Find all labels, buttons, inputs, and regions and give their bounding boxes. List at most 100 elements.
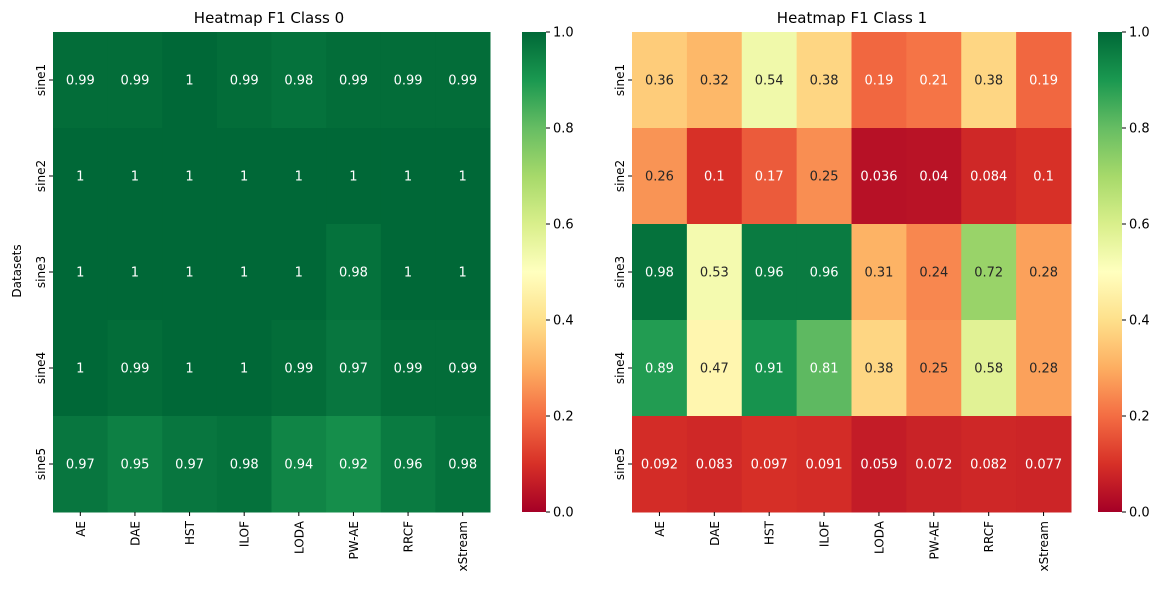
x-tick-label: xStream bbox=[1037, 521, 1051, 572]
y-tick-label: sine5 bbox=[613, 448, 627, 480]
cell-value-label: 0.28 bbox=[1029, 266, 1058, 281]
colorbar: 0.0 0.2 0.4 0.6 0.8 1.0 bbox=[522, 26, 574, 521]
y-tick-label: sine1 bbox=[613, 64, 627, 96]
x-tick-label: PW-AE bbox=[347, 521, 361, 559]
heatmap-cell bbox=[851, 128, 907, 225]
heatmap-cell bbox=[741, 32, 798, 129]
heatmap-cell bbox=[53, 32, 109, 129]
x-tick-label: LODA bbox=[872, 520, 886, 554]
heatmap-cell bbox=[435, 128, 491, 225]
cell-value-label: 0.25 bbox=[810, 170, 839, 185]
heatmap-cell bbox=[326, 128, 382, 225]
x-tick-label: DAE bbox=[708, 521, 722, 546]
x-tick-label: RRCF bbox=[982, 521, 996, 552]
cell-value-label: 0.26 bbox=[645, 170, 674, 185]
heatmap-cell bbox=[961, 320, 1017, 417]
cell-value-label: 1 bbox=[459, 266, 467, 281]
cell-value-label: 0.99 bbox=[120, 74, 149, 89]
heatmap-cell bbox=[53, 224, 109, 321]
heatmap-cell bbox=[435, 32, 491, 129]
heatmap-cell bbox=[53, 416, 109, 513]
x-tick-label: LODA bbox=[292, 520, 306, 554]
x-tick-label: ILOF bbox=[238, 521, 252, 547]
heatmap-cell bbox=[271, 32, 327, 129]
heatmap-cell bbox=[906, 224, 962, 321]
heatmap-cell bbox=[961, 416, 1017, 513]
cell-value-label: 0.084 bbox=[970, 170, 1007, 185]
heatmap-cell bbox=[632, 320, 688, 417]
cell-value-label: 0.99 bbox=[448, 362, 477, 377]
cell-value-label: 0.99 bbox=[339, 74, 368, 89]
heatmap-cell bbox=[216, 32, 272, 129]
heatmap-panel-class-0: Heatmap F1 Class 0 0.99 0.99 1 0.99 0.98 0.99… bbox=[10, 9, 574, 572]
cell-value-label: 0.99 bbox=[448, 74, 477, 89]
cell-value-label: 0.036 bbox=[860, 170, 897, 185]
heatmap-cell bbox=[162, 224, 218, 321]
cell-value-label: 0.96 bbox=[810, 266, 839, 281]
heatmap-cell bbox=[1016, 320, 1072, 417]
colorbar-tick-label: 0.4 bbox=[1129, 314, 1150, 329]
heatmap-cell bbox=[686, 128, 743, 225]
heatmap-cell bbox=[216, 128, 272, 225]
x-tick-label: RRCF bbox=[402, 521, 416, 552]
heatmap-cell bbox=[686, 320, 743, 417]
cell-value-label: 0.072 bbox=[915, 458, 952, 473]
heatmap-cell bbox=[632, 416, 688, 513]
heatmap-cell bbox=[632, 224, 688, 321]
cell-value-label: 1 bbox=[349, 170, 357, 185]
cell-value-label: 1 bbox=[240, 266, 248, 281]
cell-value-label: 1 bbox=[131, 170, 139, 185]
heatmap-cell bbox=[1016, 224, 1072, 321]
x-tick-label: AE bbox=[653, 521, 667, 537]
cell-value-label: 0.1 bbox=[1033, 170, 1054, 185]
cell-value-label: 0.21 bbox=[919, 74, 948, 89]
chart-title: Heatmap F1 Class 0 bbox=[194, 9, 344, 27]
heatmap-cell bbox=[796, 224, 852, 321]
colorbar-tick-label: 0.4 bbox=[553, 314, 574, 329]
heatmap-cell bbox=[326, 224, 382, 321]
heatmap-cell bbox=[851, 416, 907, 513]
cell-value-label: 0.32 bbox=[700, 74, 729, 89]
heatmap-cell bbox=[632, 128, 688, 225]
heatmap-cell bbox=[851, 32, 907, 129]
y-tick-label: sine5 bbox=[34, 448, 48, 480]
heatmap-cell bbox=[906, 416, 962, 513]
colorbar-tick-label: 1.0 bbox=[1129, 26, 1150, 41]
heatmap-cell bbox=[107, 224, 163, 321]
heatmap-cell bbox=[961, 32, 1017, 129]
heatmap-cells bbox=[53, 32, 491, 513]
heatmap-cell bbox=[216, 320, 272, 417]
cell-value-label: 0.53 bbox=[700, 266, 729, 281]
cell-value-label: 1 bbox=[459, 170, 467, 185]
cell-value-label: 1 bbox=[295, 170, 303, 185]
cell-value-label: 0.36 bbox=[645, 74, 674, 89]
colorbar-tick-label: 0.2 bbox=[553, 410, 574, 425]
heatmap-cell bbox=[851, 320, 907, 417]
heatmap-cell bbox=[107, 128, 163, 225]
cell-value-label: 0.98 bbox=[339, 266, 368, 281]
cell-value-label: 0.1 bbox=[704, 170, 725, 185]
cell-value-label: 0.89 bbox=[645, 362, 674, 377]
colorbar-tick-label: 0.8 bbox=[1129, 122, 1150, 137]
colorbar: 0.0 0.2 0.4 0.6 0.8 1.0 bbox=[1098, 26, 1150, 521]
cell-value-label: 1 bbox=[185, 362, 193, 377]
colorbar-gradient bbox=[522, 32, 546, 512]
cell-value-label: 0.47 bbox=[700, 362, 729, 377]
heatmap-cell bbox=[162, 128, 218, 225]
cell-value-label: 1 bbox=[185, 74, 193, 89]
heatmap-cell bbox=[686, 224, 743, 321]
cell-value-label: 1 bbox=[404, 266, 412, 281]
heatmap-cell bbox=[741, 224, 798, 321]
cell-value-label: 0.97 bbox=[175, 458, 204, 473]
heatmap-cells bbox=[632, 32, 1072, 513]
cell-value-label: 0.38 bbox=[864, 362, 893, 377]
colorbar-tick-label: 0.6 bbox=[553, 218, 574, 233]
cell-value-label: 1 bbox=[76, 170, 84, 185]
cell-value-label: 0.97 bbox=[339, 362, 368, 377]
y-tick-label: sine1 bbox=[34, 64, 48, 96]
heatmap-cell bbox=[162, 416, 218, 513]
heatmap-cell bbox=[271, 416, 327, 513]
x-tick-label: xStream bbox=[456, 521, 470, 572]
heatmap-cell bbox=[796, 416, 852, 513]
